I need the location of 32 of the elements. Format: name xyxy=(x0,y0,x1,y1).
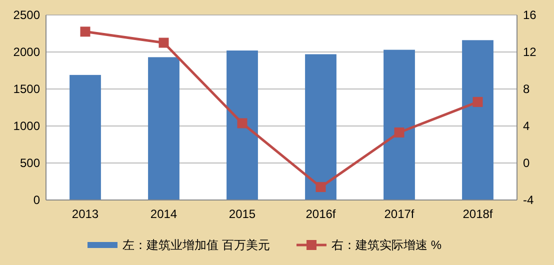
x-tick-label: 2013 xyxy=(72,207,99,221)
bar xyxy=(148,57,180,200)
y-tick-label: 2000 xyxy=(13,45,40,60)
bar xyxy=(462,40,494,200)
y2-tick-label: 12 xyxy=(523,45,537,60)
point xyxy=(472,96,483,107)
point xyxy=(394,127,404,138)
point xyxy=(316,182,326,192)
y-tick-label: 2500 xyxy=(13,8,40,22)
point xyxy=(237,118,248,128)
y2-tick-label: 0 xyxy=(523,156,530,170)
y-tick-label: 500 xyxy=(20,156,40,170)
y2-tick-label: 16 xyxy=(523,8,537,22)
y-tick-label: 1500 xyxy=(13,82,40,96)
x-tick-label: 2014 xyxy=(150,207,178,221)
y2-tick-label: 8 xyxy=(523,82,530,96)
legend-label: 右：建筑实际增速 % xyxy=(332,238,442,252)
x-tick-label: 2017f xyxy=(384,207,415,221)
bar xyxy=(70,74,101,200)
x-tick-label: 2016f xyxy=(306,207,336,221)
y2-tick-label: -4 xyxy=(523,193,534,208)
bar xyxy=(226,50,258,200)
x-tick-label: 2015 xyxy=(228,207,256,221)
legend-label: 左：建筑业增加值 百万美元 xyxy=(122,238,270,252)
x-tick-label: 2018f xyxy=(462,207,494,221)
y-tick-label: 1000 xyxy=(13,119,40,134)
y-tick-label: 0 xyxy=(33,193,40,208)
bar xyxy=(305,54,336,200)
point xyxy=(80,26,90,37)
bar xyxy=(384,50,415,200)
y2-tick-label: 4 xyxy=(523,119,530,134)
point xyxy=(158,38,169,48)
